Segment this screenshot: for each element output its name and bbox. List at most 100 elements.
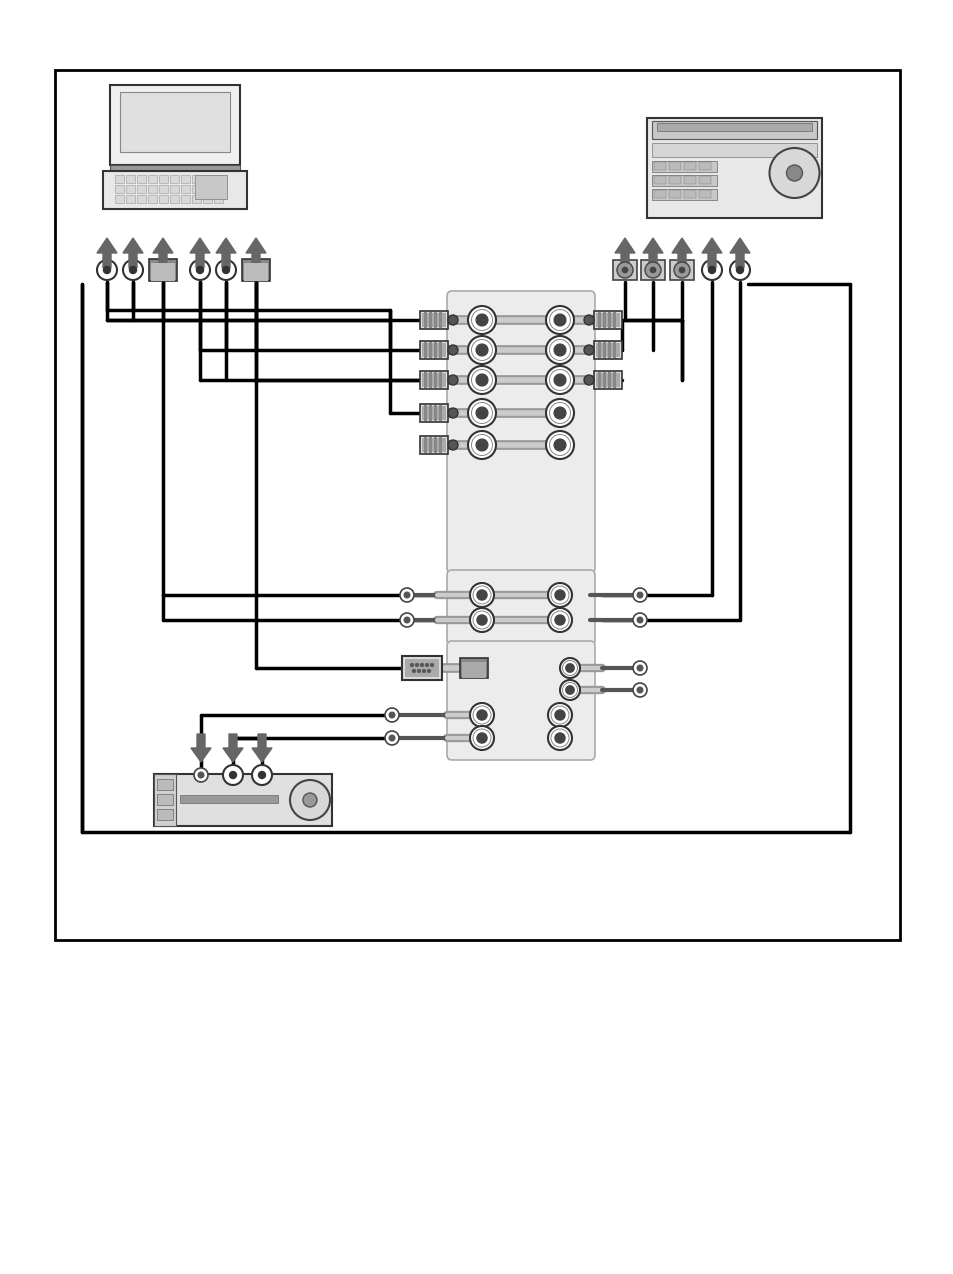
Circle shape <box>554 315 565 326</box>
Circle shape <box>637 592 642 598</box>
Circle shape <box>193 768 208 782</box>
Circle shape <box>252 764 272 785</box>
Bar <box>438 437 441 454</box>
Circle shape <box>769 148 819 197</box>
Bar <box>115 195 124 203</box>
Circle shape <box>419 664 423 666</box>
Circle shape <box>470 703 494 727</box>
Bar <box>181 175 190 183</box>
Bar <box>669 162 680 169</box>
Circle shape <box>559 680 579 699</box>
Polygon shape <box>123 238 143 268</box>
Bar <box>419 404 448 422</box>
Bar <box>429 437 432 454</box>
Bar <box>421 373 446 387</box>
Bar <box>244 262 268 282</box>
Bar <box>194 175 227 199</box>
Circle shape <box>230 772 236 778</box>
Bar <box>652 143 817 157</box>
Circle shape <box>427 669 431 673</box>
Circle shape <box>198 772 204 778</box>
Bar <box>602 372 605 389</box>
Bar <box>203 185 212 192</box>
Bar <box>434 437 436 454</box>
Bar <box>602 341 605 358</box>
Bar <box>203 195 212 203</box>
Circle shape <box>404 617 410 623</box>
Circle shape <box>554 408 565 419</box>
Bar <box>148 195 157 203</box>
Circle shape <box>130 266 136 274</box>
Circle shape <box>190 260 210 280</box>
Bar <box>598 372 600 389</box>
Polygon shape <box>729 238 749 268</box>
Bar <box>596 373 619 387</box>
Bar <box>159 195 168 203</box>
Bar <box>421 406 446 420</box>
FancyBboxPatch shape <box>447 290 595 573</box>
Circle shape <box>644 262 660 278</box>
Bar <box>157 778 172 790</box>
Bar <box>607 341 610 358</box>
Bar <box>652 121 817 139</box>
Bar <box>594 311 621 329</box>
Circle shape <box>412 669 416 673</box>
Bar <box>405 659 438 676</box>
Bar <box>429 341 432 358</box>
Circle shape <box>476 375 487 386</box>
Circle shape <box>476 590 487 600</box>
Bar <box>654 162 666 169</box>
Circle shape <box>633 613 646 627</box>
Circle shape <box>547 726 572 750</box>
Bar <box>421 313 446 327</box>
Bar <box>401 656 441 680</box>
Polygon shape <box>701 238 721 268</box>
Circle shape <box>583 345 594 355</box>
Bar <box>126 185 135 192</box>
Circle shape <box>649 268 656 273</box>
Bar <box>429 405 432 420</box>
Circle shape <box>554 375 565 386</box>
Bar <box>423 312 427 327</box>
Circle shape <box>736 266 742 274</box>
Bar <box>170 175 179 183</box>
Bar <box>192 175 201 183</box>
Bar <box>159 185 168 192</box>
Bar <box>126 175 135 183</box>
Circle shape <box>545 431 574 459</box>
Circle shape <box>123 260 143 280</box>
Circle shape <box>103 266 111 274</box>
Bar <box>657 124 812 131</box>
Circle shape <box>476 315 487 326</box>
Circle shape <box>633 683 646 697</box>
Bar <box>684 162 696 169</box>
Circle shape <box>222 266 230 274</box>
Circle shape <box>637 665 642 671</box>
Bar <box>419 311 448 329</box>
Bar <box>438 312 441 327</box>
Bar <box>461 662 485 678</box>
Bar <box>115 185 124 192</box>
Circle shape <box>448 408 457 418</box>
Circle shape <box>679 268 684 273</box>
Bar <box>137 185 146 192</box>
Circle shape <box>389 735 395 740</box>
Circle shape <box>303 792 316 806</box>
Circle shape <box>476 733 487 743</box>
Circle shape <box>258 772 265 778</box>
Bar <box>438 341 441 358</box>
Circle shape <box>617 262 633 278</box>
Circle shape <box>565 664 574 673</box>
Bar <box>192 195 201 203</box>
Bar <box>192 185 201 192</box>
Bar <box>647 118 821 218</box>
Bar <box>181 195 190 203</box>
Bar <box>419 371 448 389</box>
Circle shape <box>547 608 572 632</box>
Bar <box>157 794 172 805</box>
Bar <box>137 195 146 203</box>
Bar <box>423 405 427 420</box>
Circle shape <box>555 710 564 720</box>
Polygon shape <box>252 734 272 762</box>
Polygon shape <box>642 238 662 268</box>
